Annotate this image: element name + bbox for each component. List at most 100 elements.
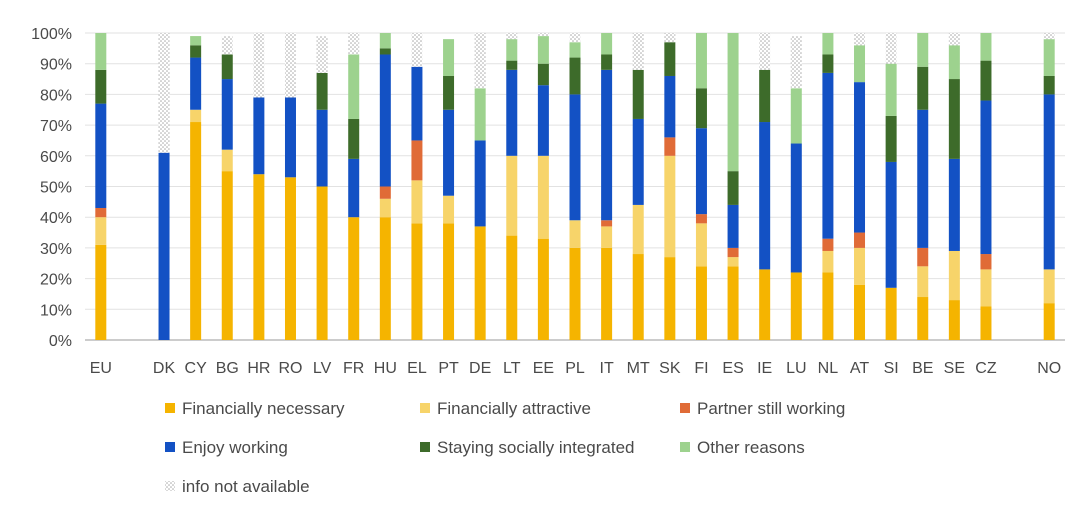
y-tick-label: 10% (40, 302, 72, 319)
y-tick-label: 70% (40, 118, 72, 135)
x-tick-label: EL (407, 360, 427, 377)
x-tick-label: IE (757, 360, 772, 377)
bar-segment-financially-attractive (948, 250, 960, 301)
bar-segment-other-reasons (917, 33, 929, 67)
legend-swatch (420, 442, 430, 452)
bar-segment-financially-necessary (284, 177, 296, 340)
bar-segment-financially-necessary (569, 247, 581, 340)
bar-segment-partner-still-working (822, 238, 834, 251)
legend-swatch (420, 403, 430, 413)
bar-de (474, 33, 486, 340)
bar-segment-enjoy-working (95, 103, 107, 208)
bar-segment-financially-necessary (695, 266, 707, 340)
bar-mt (632, 33, 644, 340)
bar-no (1043, 33, 1055, 340)
bar-pt (443, 39, 455, 340)
legend-label: info not available (182, 477, 310, 496)
bar-segment-partner-still-working (601, 220, 613, 227)
bar-segment-financially-attractive (917, 266, 929, 298)
bar-bg (221, 36, 233, 340)
bar-segment-other-reasons (854, 45, 866, 83)
bar-segment-financially-necessary (348, 217, 360, 340)
bar-ie (759, 33, 771, 340)
bar-segment-enjoy-working (980, 100, 992, 255)
bar-segment-info-not-available (664, 33, 676, 43)
x-tick-label: FI (694, 360, 708, 377)
bar-segment-financially-attractive (411, 180, 423, 224)
bar-segment-financially-necessary (537, 238, 549, 340)
bar-segment-financially-attractive (379, 198, 391, 218)
bar-segment-financially-necessary (506, 235, 518, 340)
bar-segment-staying-socially-integrated (348, 118, 360, 159)
bar-segment-financially-necessary (411, 223, 423, 340)
bar-segment-financially-attractive (221, 149, 233, 172)
bar-segment-enjoy-working (284, 97, 296, 178)
legend-label: Other reasons (697, 438, 805, 457)
legend-swatch (680, 442, 690, 452)
bar-el (411, 33, 423, 340)
bar-segment-info-not-available (158, 33, 170, 153)
legend-label: Partner still working (697, 399, 845, 418)
bar-segment-info-not-available (506, 33, 518, 40)
bar-segment-info-not-available (948, 33, 960, 46)
bar-segment-other-reasons (1043, 39, 1055, 76)
bar-segment-info-not-available (316, 36, 328, 73)
bar-nl (822, 33, 834, 340)
x-tick-label: BE (912, 360, 933, 377)
bar-segment-other-reasons (95, 33, 107, 70)
bar-it (601, 33, 613, 340)
legend-swatch (165, 481, 175, 491)
bar-segment-financially-attractive (664, 155, 676, 258)
bar-segment-other-reasons (948, 45, 960, 80)
bar-segment-staying-socially-integrated (759, 69, 771, 123)
y-tick-label: 100% (31, 26, 72, 43)
bar-segment-partner-still-working (411, 140, 423, 181)
bar-segment-other-reasons (601, 33, 613, 55)
bar-segment-other-reasons (885, 63, 897, 116)
bar-segment-staying-socially-integrated (695, 88, 707, 129)
bar-segment-other-reasons (695, 33, 707, 89)
bar-segment-enjoy-working (316, 109, 328, 187)
x-tick-label: AT (850, 360, 869, 377)
x-tick-label: PL (565, 360, 585, 377)
bar-segment-other-reasons (790, 88, 802, 144)
bar-segment-enjoy-working (664, 75, 676, 138)
bar-segment-info-not-available (1043, 33, 1055, 40)
bar-segment-financially-attractive (822, 250, 834, 273)
bar-segment-info-not-available (632, 33, 644, 70)
bar-segment-staying-socially-integrated (379, 48, 391, 55)
x-tick-label: LV (313, 360, 332, 377)
bar-segment-financially-attractive (443, 195, 455, 224)
bar-be (917, 33, 929, 340)
bar-segment-financially-necessary (948, 300, 960, 340)
bar-segment-financially-necessary (727, 266, 739, 340)
legend-swatch (165, 442, 175, 452)
bar-segment-financially-attractive (601, 226, 613, 248)
bars (95, 33, 1055, 340)
bar-segment-enjoy-working (885, 161, 897, 288)
bar-segment-info-not-available (474, 33, 486, 89)
bar-segment-financially-attractive (95, 217, 107, 245)
x-tick-label: EU (90, 360, 112, 377)
bar-dk (158, 33, 170, 340)
bar-segment-enjoy-working (569, 94, 581, 221)
y-axis: 0% 10% 20% 30% 40% 50% 60% 70% 80% 90% 100% (31, 26, 72, 350)
legend-label: Enjoy working (182, 438, 288, 457)
bar-lu (790, 36, 802, 340)
bar-segment-staying-socially-integrated (632, 69, 644, 119)
bar-segment-financially-attractive (506, 155, 518, 236)
bar-segment-financially-necessary (854, 284, 866, 340)
bar-segment-info-not-available (790, 36, 802, 89)
bar-lv (316, 36, 328, 340)
bar-segment-financially-necessary (253, 174, 265, 340)
bar-segment-staying-socially-integrated (601, 54, 613, 70)
legend-item: Financially attractive (420, 399, 591, 418)
y-tick-label: 30% (40, 241, 72, 258)
bar-segment-staying-socially-integrated (885, 115, 897, 162)
legend-label: Financially attractive (437, 399, 591, 418)
bar-segment-enjoy-working (601, 69, 613, 221)
x-tick-label: ES (722, 360, 743, 377)
bar-segment-staying-socially-integrated (917, 66, 929, 110)
bar-segment-other-reasons (537, 36, 549, 64)
